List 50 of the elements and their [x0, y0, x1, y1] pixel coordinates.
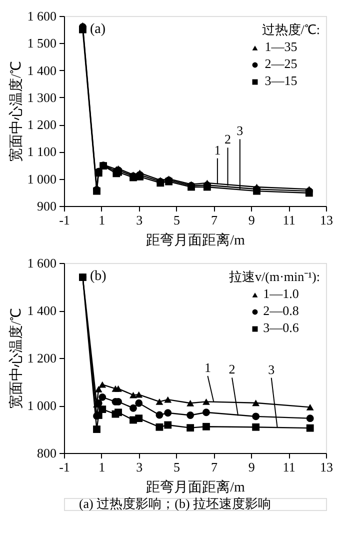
- y-tick-label: 1 400: [27, 62, 56, 78]
- legend-label: 2—25: [264, 56, 298, 71]
- text: (a) 过热度影响；(b) 拉坯速度影响: [78, 496, 272, 511]
- x-tick-label: -1: [59, 460, 70, 474]
- x-tick-label: 9: [248, 460, 255, 474]
- y-tick-label: 1 600: [27, 8, 56, 24]
- y-tick-label: 1 500: [27, 36, 56, 51]
- chart-title: (a): [90, 22, 106, 37]
- x-tick-label: 9: [248, 212, 255, 228]
- x-axis-title: 距弯月面距离/m: [146, 232, 245, 248]
- x-tick-label: 7: [210, 460, 218, 474]
- x-tick-label: 11: [282, 212, 296, 228]
- y-tick-label: 800: [37, 446, 56, 460]
- y-tick-label: 1 000: [27, 171, 56, 186]
- x-tick-label: 3: [136, 212, 143, 228]
- legend-label: 3—15: [264, 73, 298, 88]
- annotation: 1: [214, 142, 221, 158]
- x-tick-label: 1: [98, 212, 106, 228]
- y-tick-label: 1 000: [27, 398, 56, 413]
- y-axis-title: 宽面中心温度/℃: [8, 61, 24, 162]
- legend-label: 1—35: [264, 39, 298, 54]
- x-tick-label: 5: [174, 212, 180, 228]
- y-tick-label: 900: [37, 198, 56, 214]
- x-axis-title: 距弯月面距离/m: [146, 480, 245, 496]
- chart-title: (b): [90, 269, 107, 284]
- legend-title: 过热度/℃:: [262, 22, 320, 37]
- x-tick-label: 13: [320, 460, 333, 474]
- x-tick-label: 1: [98, 460, 106, 474]
- y-tick-label: 1 400: [27, 303, 56, 318]
- annotation: 2: [224, 132, 231, 147]
- legend-title: 拉速v/(m·min⁻¹):: [229, 269, 320, 284]
- x-tick-label: 5: [174, 460, 180, 474]
- annotation: 1: [204, 360, 211, 375]
- annotation: 3: [268, 362, 275, 377]
- annotation: 2: [228, 362, 236, 377]
- x-tick-label: 13: [320, 212, 333, 228]
- x-tick-label: 7: [210, 212, 218, 228]
- annotation: 3: [236, 123, 244, 138]
- legend-label: 3—0.6: [263, 320, 300, 335]
- y-tick-label: 1 600: [27, 256, 56, 270]
- x-tick-label: 11: [282, 460, 296, 474]
- x-tick-label: 3: [136, 460, 143, 474]
- y-tick-label: 1 100: [27, 144, 56, 160]
- legend-label: 1—1.0: [263, 286, 299, 301]
- legend-label: 2—0.8: [263, 303, 299, 318]
- y-axis-title: 宽面中心温度/℃: [8, 308, 24, 409]
- y-tick-label: 1 200: [27, 117, 56, 132]
- y-tick-label: 1 300: [27, 90, 56, 105]
- x-tick-label: -1: [59, 212, 70, 228]
- y-tick-label: 1 200: [27, 350, 56, 366]
